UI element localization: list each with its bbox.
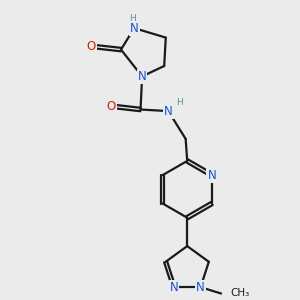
Text: H: H <box>176 98 183 107</box>
Text: H: H <box>129 14 136 22</box>
Text: CH₃: CH₃ <box>230 289 250 298</box>
Text: N: N <box>196 281 205 294</box>
Text: N: N <box>138 70 146 83</box>
Text: N: N <box>164 105 173 118</box>
Text: N: N <box>169 281 178 294</box>
Text: O: O <box>106 100 116 113</box>
Text: N: N <box>207 169 216 182</box>
Text: N: N <box>130 22 139 34</box>
Text: O: O <box>86 40 96 53</box>
